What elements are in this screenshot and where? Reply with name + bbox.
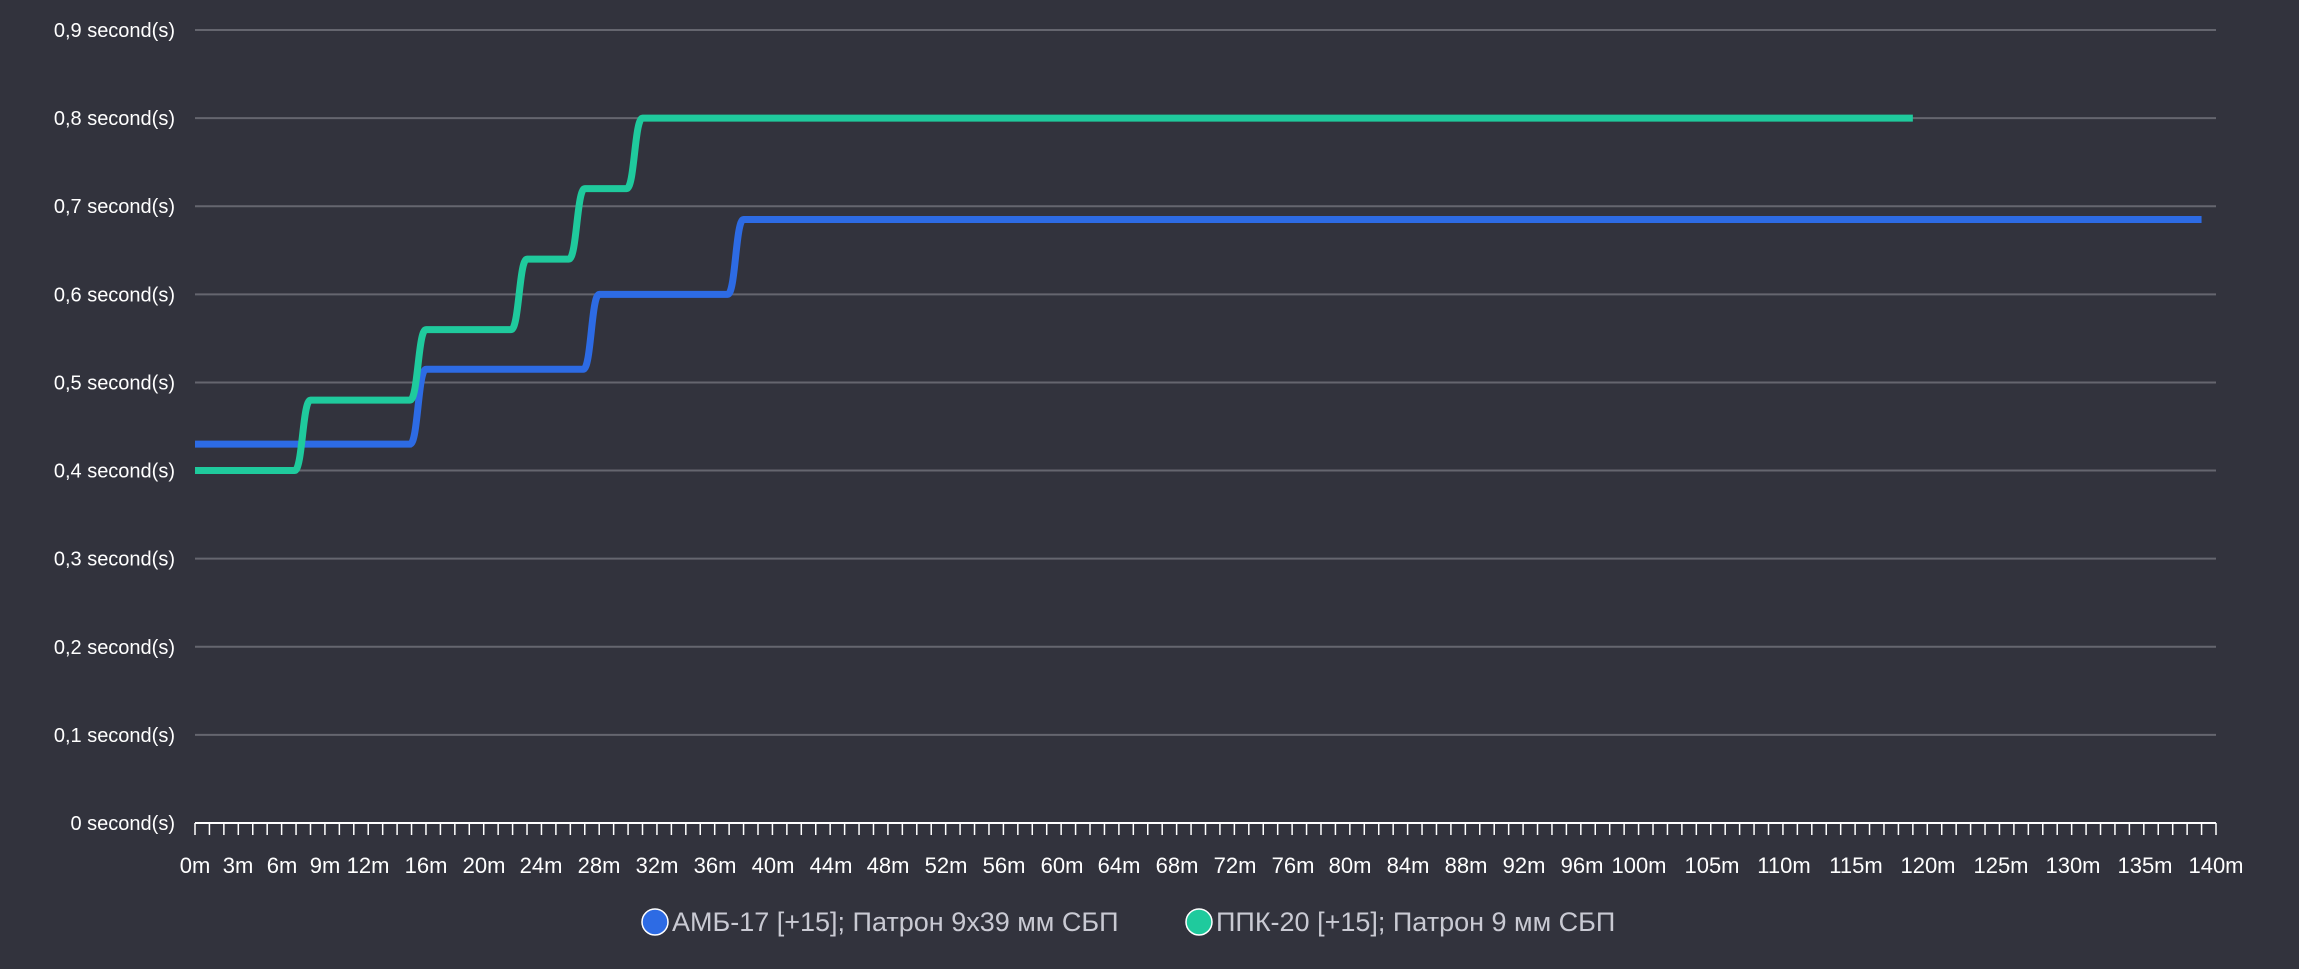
x-tick-label: 92m — [1503, 853, 1546, 878]
x-tick-label: 105m — [1684, 853, 1739, 878]
legend-marker — [641, 908, 669, 936]
x-tick-label: 0m — [180, 853, 211, 878]
x-tick-label: 135m — [2117, 853, 2172, 878]
y-tick-label: 0,6 second(s) — [54, 284, 175, 306]
x-tick-label: 140m — [2188, 853, 2243, 878]
x-tick-label: 6m — [267, 853, 298, 878]
x-tick-label: 130m — [2045, 853, 2100, 878]
x-tick-label: 12m — [347, 853, 390, 878]
x-tick-label: 56m — [983, 853, 1026, 878]
x-tick-label: 16m — [405, 853, 448, 878]
x-tick-label: 24m — [520, 853, 563, 878]
y-tick-label: 0,4 second(s) — [54, 461, 175, 483]
x-tick-label: 72m — [1214, 853, 1257, 878]
x-tick-label: 76m — [1272, 853, 1315, 878]
x-tick-label: 100m — [1611, 853, 1666, 878]
x-tick-label: 96m — [1561, 853, 1604, 878]
y-tick-label: 0 second(s) — [71, 813, 176, 835]
x-tick-label: 28m — [578, 853, 621, 878]
x-tick-label: 110m — [1757, 853, 1810, 878]
x-tick-label: 44m — [810, 853, 853, 878]
x-tick-label: 3m — [223, 853, 254, 878]
y-tick-label: 0,7 second(s) — [54, 196, 175, 218]
y-tick-label: 0,8 second(s) — [54, 108, 175, 130]
x-tick-label: 80m — [1329, 853, 1372, 878]
x-tick-label: 88m — [1445, 853, 1488, 878]
y-tick-label: 0,3 second(s) — [54, 549, 175, 571]
y-tick-label: 0,5 second(s) — [54, 372, 175, 394]
y-tick-label: 0,9 second(s) — [54, 20, 175, 42]
x-tick-label: 64m — [1098, 853, 1141, 878]
x-tick-label: 9m — [310, 853, 341, 878]
y-tick-label: 0,2 second(s) — [54, 637, 175, 659]
x-tick-label: 48m — [867, 853, 910, 878]
x-tick-label: 52m — [925, 853, 968, 878]
series-line-1 — [195, 215, 2202, 448]
x-tick-label: 115m — [1829, 853, 1882, 878]
x-tick-label: 84m — [1387, 853, 1430, 878]
legend-label: АМБ-17 [+15]; Патрон 9х39 мм СБП — [672, 907, 1119, 937]
x-tick-label: 20m — [463, 853, 506, 878]
series-line-2 — [195, 114, 1913, 475]
x-tick-label: 120m — [1900, 853, 1955, 878]
legend-marker — [1185, 908, 1213, 936]
x-tick-label: 125m — [1973, 853, 2028, 878]
legend-label: ППК-20 [+15]; Патрон 9 мм СБП — [1216, 907, 1615, 937]
x-tick-label: 40m — [752, 853, 795, 878]
x-tick-label: 32m — [636, 853, 679, 878]
x-tick-label: 60m — [1041, 853, 1084, 878]
y-tick-label: 0,1 second(s) — [54, 725, 175, 747]
x-tick-label: 68m — [1156, 853, 1199, 878]
x-tick-label: 36m — [694, 853, 737, 878]
